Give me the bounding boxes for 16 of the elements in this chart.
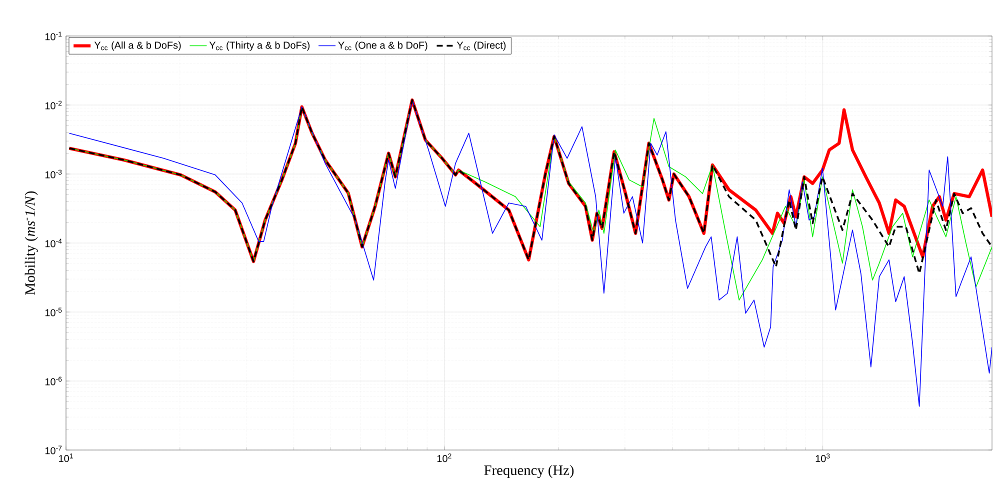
x-axis-title: Frequency (Hz) — [484, 464, 574, 478]
y-tick-label: 10$^{-5}$ — [45, 308, 62, 316]
y-tick-label: 10$^{-1}$ — [45, 32, 62, 40]
legend-label: Y$_{cc}$ (Direct) — [456, 41, 506, 51]
legend-label: Y$_{cc}$ (All a & b DoFs) — [94, 41, 181, 51]
legend-label: Y$_{cc}$ (Thirty a & b DoFs) — [209, 41, 310, 51]
y-tick-label: 10$^{-3}$ — [45, 170, 62, 178]
y-tick-label: 10$^{-4}$ — [45, 238, 62, 248]
y-axis-title: Mobility (ms$^{-}$1/N) — [24, 191, 38, 295]
y-tick-label: 10$^{-6}$ — [45, 376, 62, 386]
x-tick-label: 10$^{2}$ — [437, 454, 452, 462]
legend-label: Y$_{cc}$ (One a & b DoF) — [338, 41, 428, 51]
x-tick-label: 10$^{3}$ — [816, 454, 830, 462]
y-tick-label: 10$^{-2}$ — [45, 100, 62, 110]
y-tick-label: 10$^{-7}$ — [45, 446, 62, 454]
x-tick-label: 10$^{1}$ — [59, 454, 73, 462]
